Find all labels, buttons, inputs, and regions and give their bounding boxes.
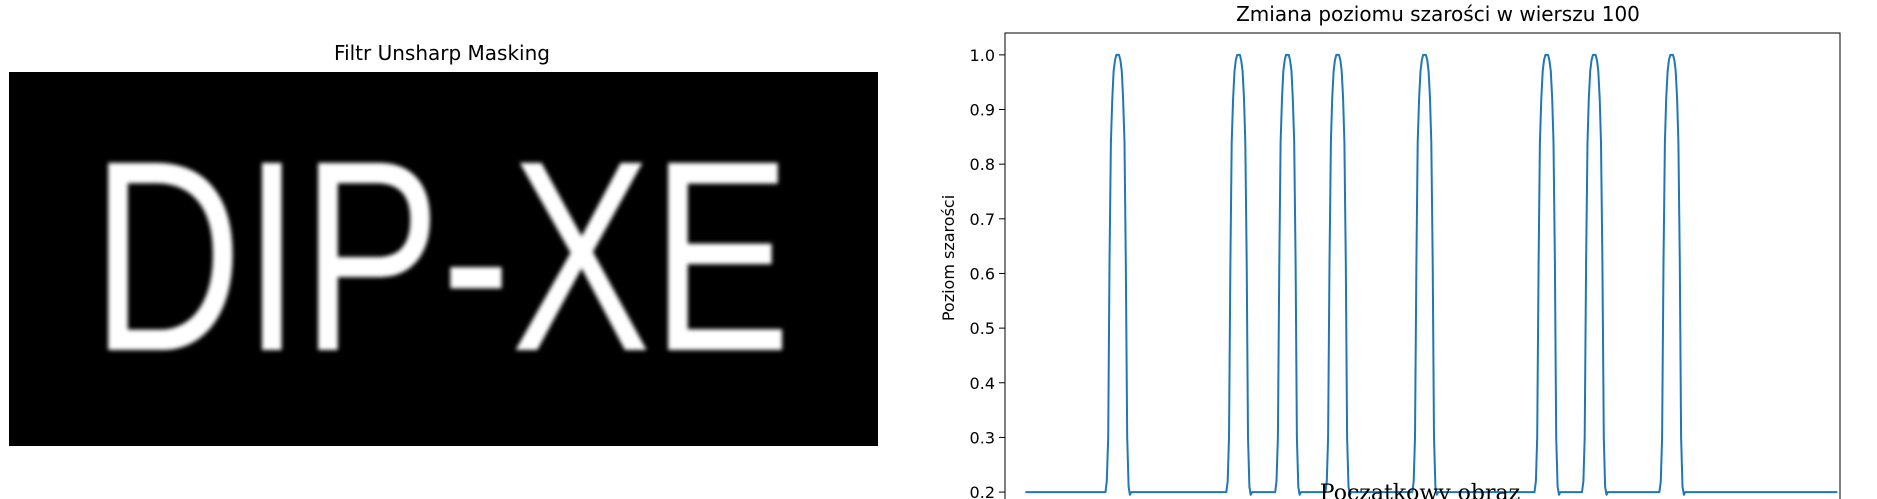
y-tick-label: 0.7: [970, 210, 995, 229]
y-tick-label: 0.3: [970, 428, 995, 447]
y-tick-label: 0.5: [970, 319, 995, 338]
plot-area: [1004, 32, 1841, 499]
image-area: [9, 72, 878, 446]
y-tick-label: 0.6: [970, 264, 995, 283]
y-axis-label: Poziom szarości: [939, 195, 958, 321]
y-tick-label: 1.0: [970, 46, 995, 65]
series-line: [1025, 53, 1838, 496]
image-letters: DIP-XE: [91, 104, 791, 408]
y-tick-label: 0.2: [970, 483, 995, 499]
y-tick-label: 0.9: [970, 101, 995, 120]
image-title: Filtr Unsharp Masking: [334, 41, 550, 65]
chart-title: Zmiana poziomu szarości w wierszu 100: [1236, 2, 1640, 26]
y-tick-label: 0.8: [970, 155, 995, 174]
bleed-caption: Początkowy obraz: [1320, 481, 1520, 499]
y-axis: 0.2 0.3 0.4 0.5 0.6 0.7 0.8 0.9 1.0: [970, 46, 1005, 499]
y-tick-label: 0.4: [970, 374, 995, 393]
